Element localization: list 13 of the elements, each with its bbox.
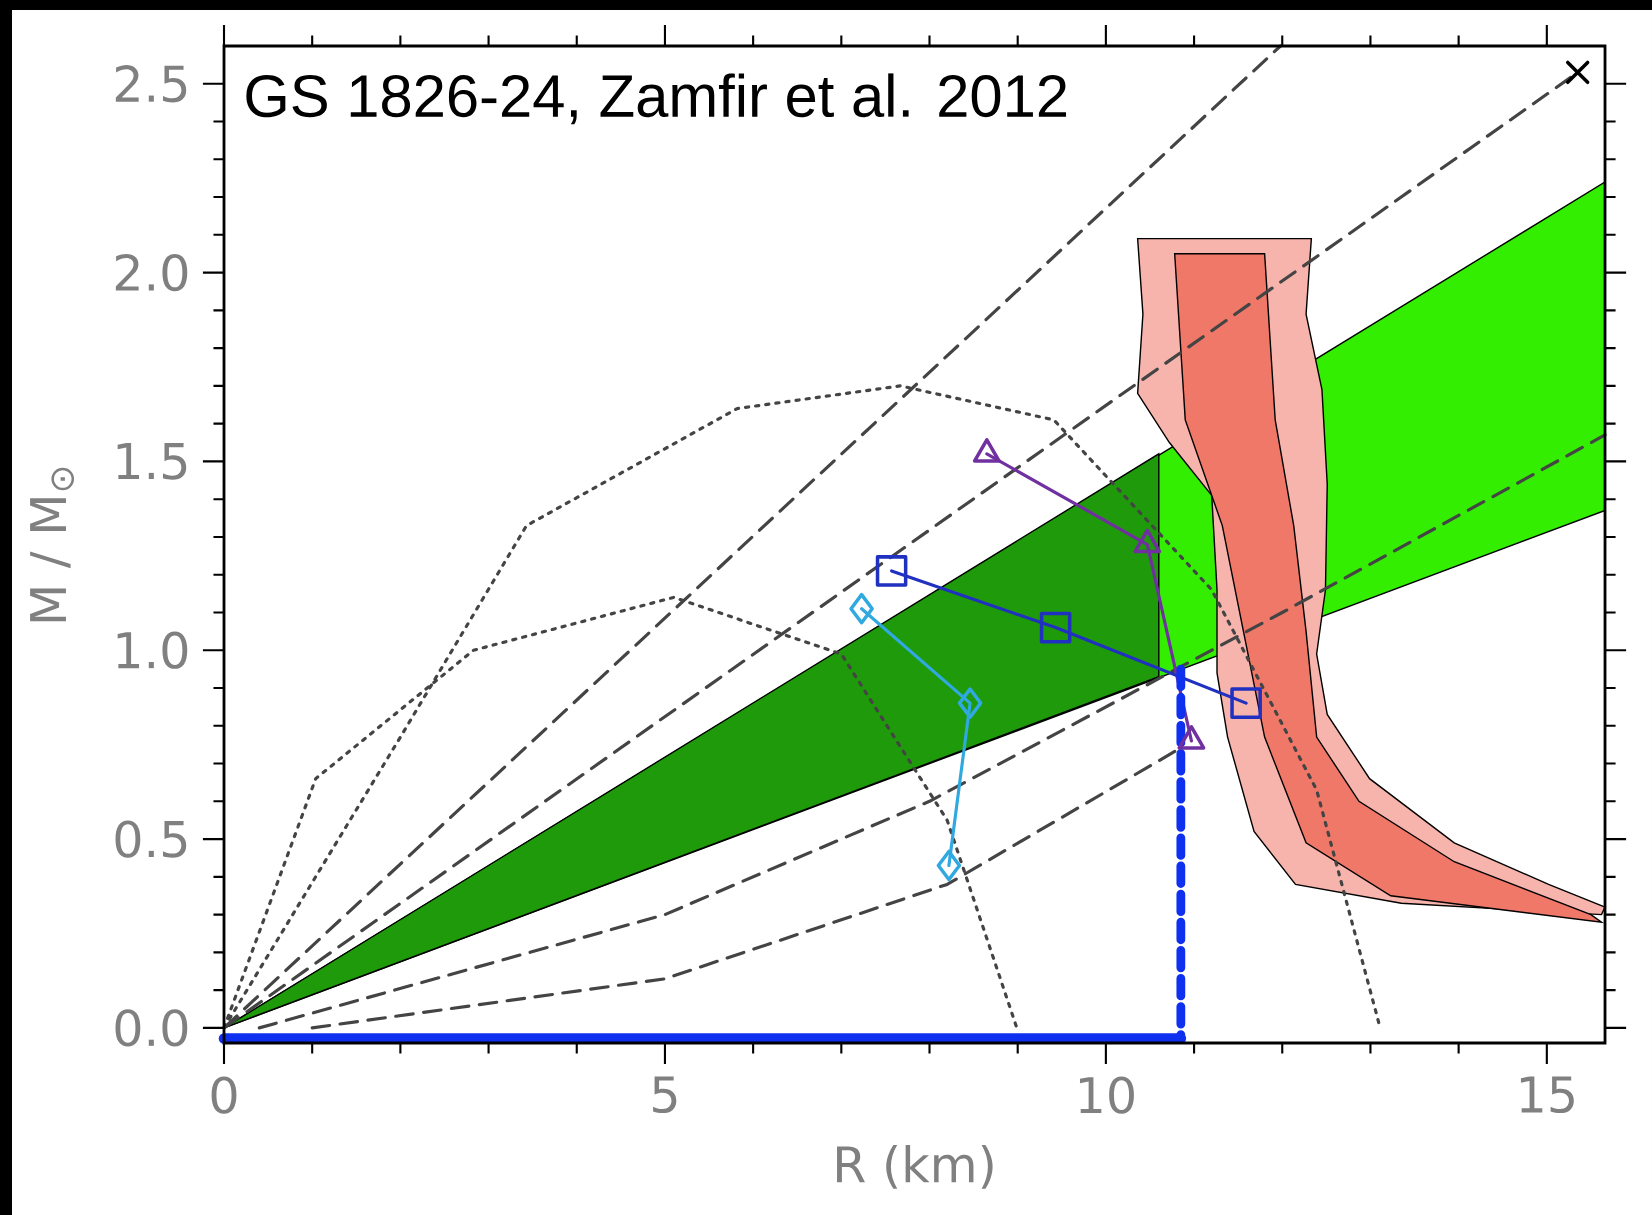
- x-tick-label: 5: [653, 1076, 677, 1114]
- x-tick-label: 15: [1520, 1076, 1574, 1114]
- x-tick-label: 0: [211, 1076, 237, 1114]
- y-tick-label: 2.0: [115, 253, 188, 292]
- y-tick-label: 1.0: [117, 631, 188, 669]
- y-tick-label: 2.5: [115, 65, 187, 103]
- y-tick-label: 0.0: [115, 1009, 188, 1047]
- x-tick-label: 10: [1079, 1076, 1134, 1114]
- x-axis-title: R (km): [837, 1144, 993, 1189]
- annotation: GS 1826-24, Zamfir et al. 2012: [246, 73, 1067, 125]
- y-axis-title: M / M$_{⊙}$: [30, 467, 75, 622]
- y-tick-label: 0.5: [115, 820, 187, 858]
- y-tick-label: 1.5: [117, 443, 187, 480]
